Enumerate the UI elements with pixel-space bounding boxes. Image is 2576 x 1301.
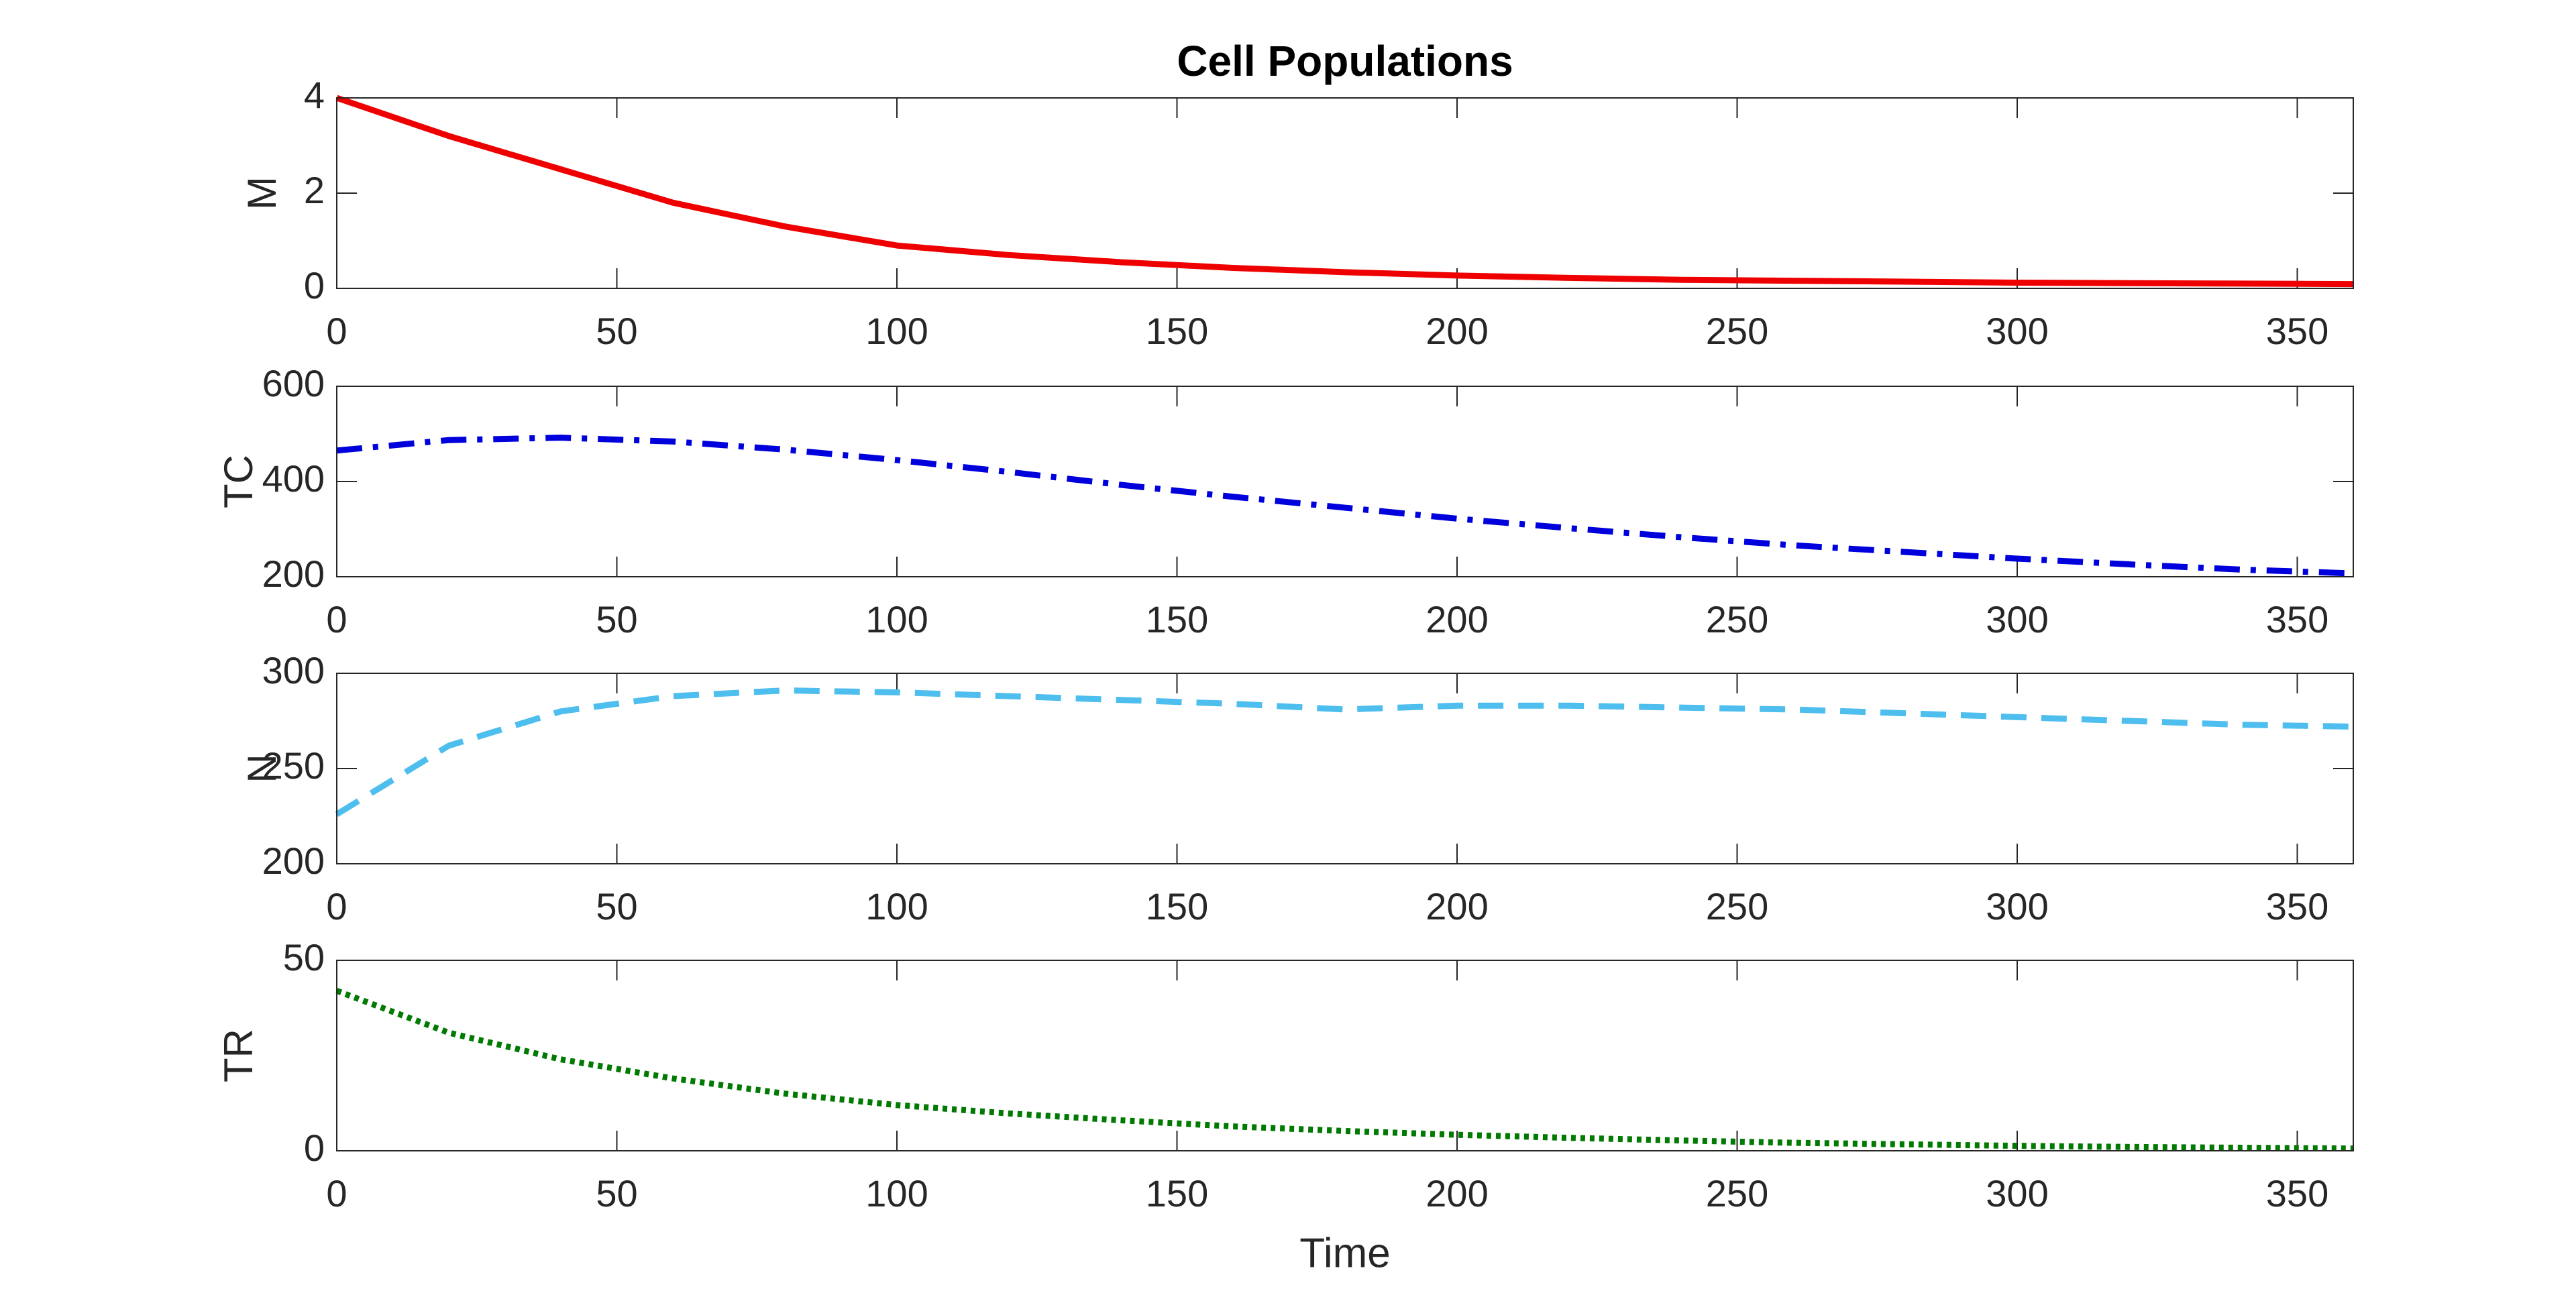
y-axis-label: N — [239, 754, 284, 783]
axes-frame — [336, 97, 2354, 289]
x-tick-label: 0 — [326, 310, 347, 352]
x-tick-label: 300 — [1986, 885, 2048, 927]
chart-title: Cell Populations — [1177, 37, 1513, 85]
x-tick-label: 200 — [1426, 598, 1488, 640]
x-tick-label: 350 — [2266, 598, 2328, 640]
x-tick-label: 150 — [1146, 598, 1208, 640]
x-tick-label: 100 — [865, 598, 928, 640]
axes-frame — [336, 386, 2354, 577]
y-tick-label: 200 — [262, 553, 325, 595]
x-axis-label: Time — [1299, 1230, 1390, 1276]
x-tick-label: 250 — [1706, 310, 1768, 352]
x-tick-label: 50 — [596, 310, 637, 352]
x-tick-label: 150 — [1146, 310, 1208, 352]
y-tick-label: 0 — [304, 264, 325, 306]
data-line — [335, 988, 2354, 1152]
y-tick-label: 400 — [262, 457, 325, 500]
y-axis-label: TR — [216, 1029, 261, 1082]
x-tick-label: 200 — [1426, 310, 1488, 352]
x-tick-label: 350 — [2266, 1172, 2328, 1214]
x-tick-label: 150 — [1146, 1172, 1208, 1214]
plot-area — [337, 673, 2353, 864]
x-tick-label: 150 — [1146, 885, 1208, 927]
y-axis-label: M — [239, 176, 284, 210]
data-line — [335, 687, 2354, 817]
x-tick-label: 350 — [2266, 885, 2328, 927]
x-tick-label: 100 — [865, 310, 928, 352]
axes-frame — [336, 960, 2354, 1151]
y-tick-label: 300 — [262, 649, 325, 691]
plot-area — [337, 98, 2353, 288]
data-line — [336, 435, 2354, 577]
x-tick-label: 300 — [1986, 1172, 2048, 1214]
plot-area — [337, 960, 2353, 1151]
data-line — [335, 95, 2354, 288]
y-tick-label: 0 — [304, 1127, 325, 1169]
x-tick-label: 250 — [1706, 1172, 1768, 1214]
x-tick-label: 50 — [596, 598, 637, 640]
x-tick-label: 300 — [1986, 310, 2048, 352]
y-tick-label: 50 — [283, 936, 325, 978]
y-tick-label: 600 — [262, 362, 325, 404]
x-tick-label: 50 — [596, 1172, 637, 1214]
y-tick-label: 2 — [304, 169, 325, 211]
plot-area — [337, 386, 2353, 577]
y-tick-label: 250 — [262, 744, 325, 787]
axes-frame — [336, 673, 2354, 864]
x-tick-label: 200 — [1426, 1172, 1488, 1214]
x-tick-label: 100 — [865, 1172, 928, 1214]
x-tick-label: 200 — [1426, 885, 1488, 927]
x-tick-label: 300 — [1986, 598, 2048, 640]
y-tick-label: 200 — [262, 840, 325, 882]
x-tick-label: 250 — [1706, 885, 1768, 927]
y-axis-label: TC — [216, 455, 261, 508]
x-tick-label: 0 — [326, 885, 347, 927]
x-tick-label: 350 — [2266, 310, 2328, 352]
x-tick-label: 0 — [326, 1172, 347, 1214]
x-tick-label: 0 — [326, 598, 347, 640]
y-tick-label: 4 — [304, 74, 325, 116]
x-tick-label: 250 — [1706, 598, 1768, 640]
x-tick-label: 100 — [865, 885, 928, 927]
x-tick-label: 50 — [596, 885, 637, 927]
